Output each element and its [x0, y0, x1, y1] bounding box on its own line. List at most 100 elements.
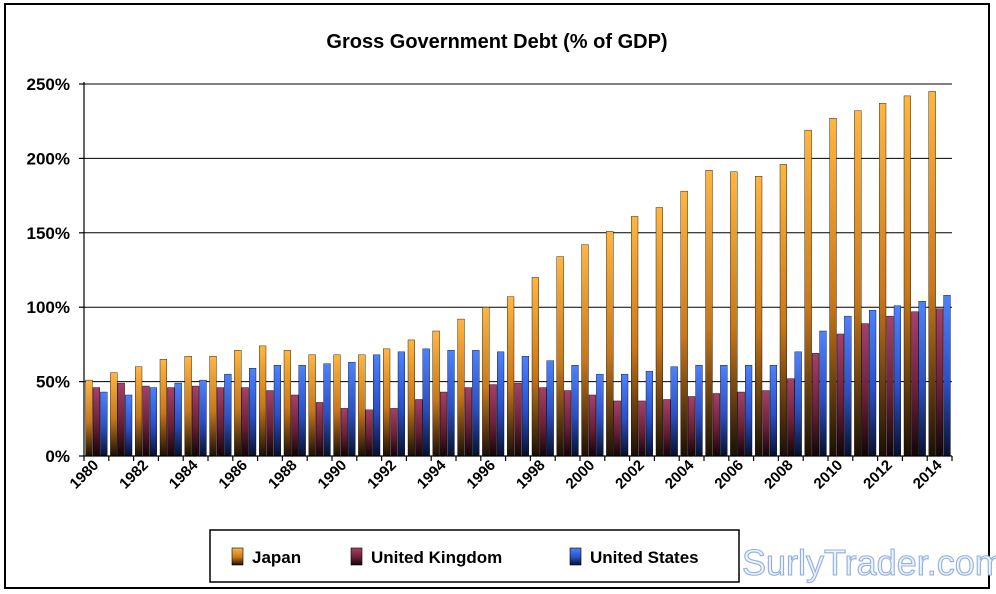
bar-united-states-1984 [199, 379, 207, 457]
bar-united-kingdom-2008 [787, 378, 795, 457]
bar-japan-2000 [581, 244, 589, 457]
bar-japan-2001 [606, 231, 614, 457]
bar-united-states-1997 [521, 356, 530, 457]
bar-united-kingdom-1999 [564, 390, 572, 457]
bar-united-states-1999 [571, 365, 579, 457]
bar-japan-2010 [829, 118, 837, 457]
watermark-text: SurlyTrader.com [742, 542, 996, 583]
bar-united-states-1990 [348, 362, 356, 457]
bar-united-states-2013 [918, 301, 926, 457]
bar-united-states-2008 [794, 351, 802, 457]
bar-japan-2007 [755, 176, 763, 457]
bar-united-states-2003 [670, 366, 678, 457]
bar-united-kingdom-2013 [911, 311, 919, 457]
chart-frame [4, 3, 990, 589]
bar-japan-1992 [383, 348, 391, 457]
bar-japan-2009 [804, 129, 812, 457]
bar-united-kingdom-2004 [688, 396, 696, 457]
bar-japan-2012 [879, 103, 887, 457]
bar-united-states-1981 [124, 394, 133, 457]
bar-united-kingdom-1992 [390, 408, 398, 457]
bar-japan-2013 [903, 95, 912, 457]
bar-japan-2014 [928, 91, 936, 457]
bar-japan-1984 [184, 356, 192, 457]
bar-japan-2003 [655, 207, 664, 457]
bar-united-states-2010 [844, 315, 852, 457]
bar-japan-2002 [631, 216, 639, 457]
bar-united-kingdom-1998 [539, 387, 547, 457]
bar-united-states-1988 [298, 365, 306, 457]
bar-united-states-1998 [546, 360, 554, 457]
y-tick-label: 50% [36, 373, 70, 392]
y-tick-label: 100% [27, 298, 70, 317]
bar-united-states-2005 [720, 365, 728, 457]
bar-united-states-2007 [769, 365, 778, 457]
bar-united-kingdom-1996 [489, 384, 497, 457]
bar-united-kingdom-1989 [316, 402, 324, 457]
bar-united-kingdom-2012 [886, 315, 894, 457]
bar-japan-1986 [234, 350, 242, 457]
bar-japan-1985 [209, 356, 217, 457]
bar-japan-1990 [333, 354, 341, 457]
bar-japan-2008 [779, 164, 788, 457]
bar-japan-1987 [259, 345, 267, 457]
bar-united-states-2006 [745, 365, 753, 457]
bar-united-states-2004 [695, 365, 703, 457]
bar-japan-1998 [531, 277, 540, 457]
bar-united-kingdom-1981 [117, 382, 125, 457]
chart-title: Gross Government Debt (% of GDP) [326, 31, 667, 53]
y-tick-label: 200% [27, 149, 70, 168]
series-japan [85, 91, 936, 457]
bar-united-kingdom-2002 [638, 400, 646, 457]
bar-japan-1997 [507, 296, 515, 457]
bar-united-kingdom-1986 [241, 387, 249, 457]
bar-united-kingdom-1993 [415, 399, 423, 457]
bar-united-states-2002 [645, 370, 654, 457]
bar-japan-1995 [457, 318, 465, 457]
bar-japan-1994 [432, 330, 440, 457]
bar-japan-1999 [556, 256, 564, 457]
bar-united-kingdom-1988 [291, 394, 299, 457]
bar-japan-1981 [110, 372, 118, 457]
bar-japan-2004 [680, 190, 688, 457]
legend-swatch-united-states [569, 547, 582, 566]
bar-united-states-1989 [323, 363, 331, 457]
bar-united-states-1993 [422, 348, 430, 457]
bar-united-states-1982 [149, 387, 158, 457]
y-tick-label: 250% [27, 75, 70, 94]
series-united-states [100, 295, 951, 457]
legend: Japan United Kingdom United States [209, 529, 740, 583]
bar-united-kingdom-1991 [365, 409, 373, 457]
bar-united-kingdom-1984 [191, 385, 200, 457]
legend-box [209, 529, 740, 583]
bar-united-states-1983 [174, 382, 182, 457]
bar-united-kingdom-2003 [663, 399, 671, 457]
legend-swatch-japan [231, 547, 244, 566]
bar-united-kingdom-2001 [613, 400, 621, 457]
bar-japan-1996 [482, 307, 490, 457]
bar-united-states-2001 [621, 373, 629, 457]
bar-japan-1983 [159, 359, 168, 457]
bar-united-states-2012 [893, 305, 902, 457]
series-united-kingdom [92, 308, 944, 457]
bar-japan-2006 [730, 171, 738, 457]
bar-united-states-1994 [447, 350, 455, 457]
bar-united-kingdom-1994 [440, 391, 448, 457]
bar-united-kingdom-1985 [216, 387, 225, 457]
bar-united-states-1996 [497, 351, 505, 457]
bar-united-kingdom-1987 [266, 390, 274, 457]
bar-united-kingdom-1997 [514, 382, 522, 457]
bar-united-kingdom-2010 [836, 333, 845, 457]
y-tick-label: 0% [45, 447, 70, 466]
bar-japan-1991 [358, 354, 366, 457]
bar-united-kingdom-1980 [92, 387, 101, 457]
bar-united-kingdom-1983 [167, 387, 175, 457]
bar-united-kingdom-1982 [142, 385, 150, 457]
legend-swatch-united-kingdom [350, 547, 363, 566]
y-tick-label: 150% [27, 224, 70, 243]
bar-united-kingdom-2014 [936, 308, 944, 457]
legend-label-united-kingdom: United Kingdom [371, 548, 502, 567]
bar-united-states-2011 [869, 309, 877, 457]
